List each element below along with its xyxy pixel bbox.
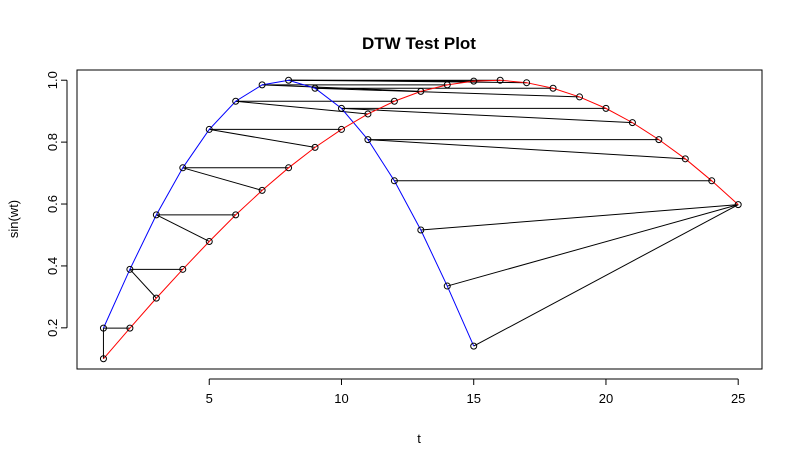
red-series-point [99, 355, 107, 363]
plot-frame [76, 69, 763, 370]
blue-series-point [417, 226, 425, 234]
red-series-point [364, 110, 372, 118]
red-series-point [152, 294, 160, 302]
red-series-point [179, 265, 187, 273]
alignment-line [209, 128, 316, 148]
blue-series-point [390, 177, 398, 185]
red-series-point [205, 237, 213, 245]
series-lines [102, 79, 739, 360]
red-series-point [655, 136, 663, 144]
blue-series-point [470, 342, 478, 350]
red-series-point [576, 93, 584, 101]
alignment-line [367, 139, 686, 160]
blue-series-point [126, 265, 134, 273]
alignment-line [473, 204, 739, 347]
y-tick-label: 0.6 [45, 195, 60, 213]
red-series-point [549, 84, 557, 92]
blue-series-point [258, 81, 266, 89]
alignment-line [182, 167, 263, 191]
x-tick-label: 25 [731, 391, 745, 406]
alignment-line [447, 204, 739, 287]
red-series-point [681, 155, 689, 163]
x-axis-label: t [417, 431, 421, 446]
y-tick-label: 0.8 [45, 133, 60, 151]
y-tick-label: 0.4 [45, 257, 60, 275]
blue-series-point [99, 324, 107, 332]
y-tick-label: 1.0 [45, 71, 60, 89]
red-series-point [337, 125, 345, 133]
red-series-line [103, 79, 739, 360]
x-tick-label: 15 [466, 391, 480, 406]
red-series-point [523, 79, 531, 87]
alignment-line [129, 268, 157, 299]
alignment-lines [102, 79, 739, 359]
x-axis: 5 10 15 20 25 [206, 378, 745, 406]
red-series-point [126, 324, 134, 332]
blue-series-point [232, 97, 240, 105]
alignment-line [420, 204, 739, 231]
red-series-point [602, 104, 610, 112]
red-series-point [470, 77, 478, 85]
alignment-line [156, 214, 210, 242]
red-series-point [628, 119, 636, 127]
blue-series-point [337, 104, 345, 112]
blue-series-point [364, 136, 372, 144]
series-points [99, 76, 742, 363]
red-series-point [232, 211, 240, 219]
red-series-point [443, 81, 451, 89]
red-series-point [258, 186, 266, 194]
red-series-point [285, 164, 293, 172]
x-tick-label: 5 [206, 391, 213, 406]
red-series-point [390, 97, 398, 105]
blue-series-point [179, 164, 187, 172]
blue-series-point [152, 211, 160, 219]
y-tick-label: 0.2 [45, 319, 60, 337]
alignment-line [235, 100, 368, 115]
alignment-line [288, 79, 527, 84]
x-tick-label: 20 [599, 391, 613, 406]
blue-series-point [285, 76, 293, 84]
blue-series-point [443, 282, 451, 290]
red-series-point [708, 177, 716, 185]
y-axis-label: sin(wt) [6, 200, 21, 238]
y-axis: 0.2 0.4 0.6 0.8 1.0 [45, 71, 68, 337]
red-series-point [496, 76, 504, 84]
blue-series-line [102, 79, 475, 347]
red-series-point [311, 143, 319, 151]
chart-title: DTW Test Plot [362, 34, 476, 53]
alignment-line [315, 87, 580, 98]
blue-series-point [311, 84, 319, 92]
blue-series-point [205, 125, 213, 133]
red-series-point [417, 87, 425, 95]
alignment-line [341, 107, 633, 124]
x-tick-label: 10 [334, 391, 348, 406]
red-series-point [734, 201, 742, 209]
